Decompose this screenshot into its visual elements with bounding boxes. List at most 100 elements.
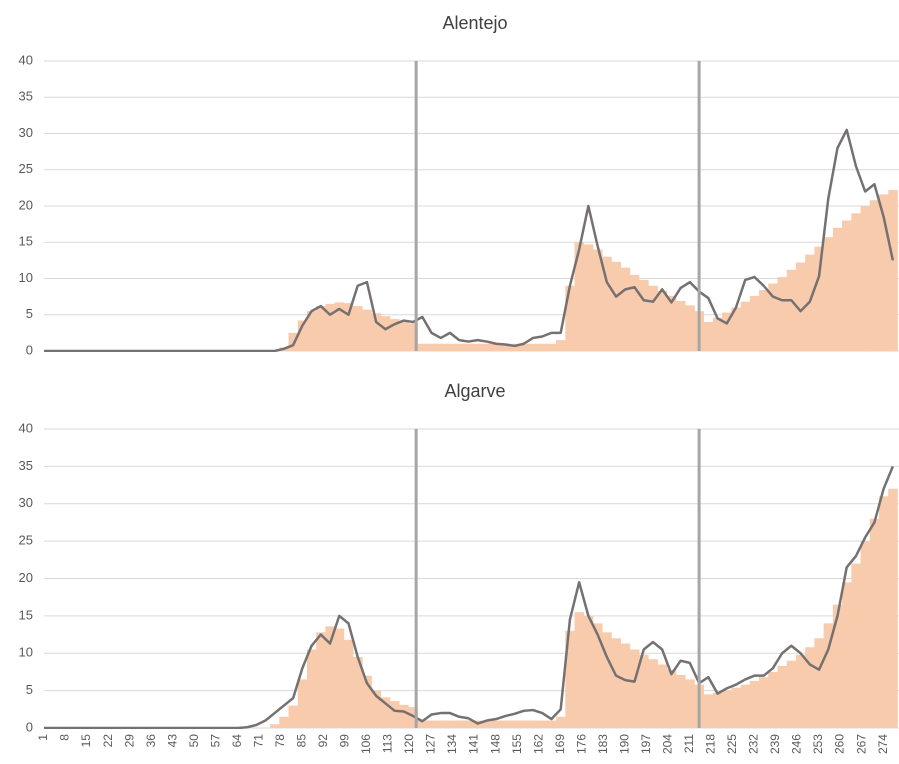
y-tick-label: 40: [19, 420, 33, 435]
bar: [334, 628, 345, 728]
bar: [389, 319, 400, 351]
bar: [786, 269, 797, 351]
y-tick-label: 20: [19, 570, 33, 585]
bar: [288, 705, 299, 728]
bar: [316, 306, 326, 351]
bar: [805, 647, 815, 728]
x-tick-label: 141: [467, 734, 481, 754]
bar: [740, 684, 751, 728]
bar: [611, 261, 621, 351]
x-tick-label: 253: [811, 734, 825, 754]
bar: [426, 343, 437, 351]
bar: [473, 343, 483, 351]
bar: [777, 665, 788, 728]
bar: [380, 697, 391, 728]
x-tick-label: 274: [876, 734, 890, 754]
y-tick-label: 25: [19, 533, 33, 548]
bar: [279, 716, 289, 728]
bar: [869, 518, 880, 728]
bar: [436, 343, 446, 351]
bar: [306, 311, 317, 351]
bar: [371, 313, 382, 351]
bar: [666, 669, 677, 728]
bar: [712, 317, 723, 351]
bar: [777, 277, 788, 351]
bar: [888, 488, 898, 728]
bar: [399, 321, 409, 351]
bar: [602, 256, 612, 351]
bar: [759, 677, 769, 728]
x-tick-label: 246: [790, 734, 804, 754]
bar: [417, 343, 428, 351]
bar: [509, 343, 520, 351]
plot-area: [44, 128, 898, 352]
bar: [426, 720, 437, 728]
x-tick-label: 71: [251, 734, 265, 748]
bar: [565, 285, 575, 351]
line: [44, 128, 895, 352]
bar: [722, 690, 732, 728]
bar: [297, 320, 308, 351]
y-tick-label: 30: [19, 125, 33, 140]
bar: [482, 343, 492, 351]
x-tick-label: 155: [510, 734, 524, 754]
x-tick-label: 15: [79, 734, 93, 748]
y-tick-label: 15: [19, 234, 33, 249]
bar: [556, 340, 566, 351]
bar: [574, 612, 585, 728]
bar: [445, 720, 455, 728]
bar: [436, 720, 446, 728]
bar: [639, 279, 649, 351]
bar: [491, 720, 502, 728]
bar: [399, 704, 409, 728]
x-tick-label: 36: [144, 734, 158, 748]
bar: [629, 274, 640, 351]
bar: [362, 309, 372, 351]
x-tick-label: 176: [574, 734, 588, 754]
bar: [823, 623, 834, 728]
bar: [795, 262, 806, 351]
bar: [316, 632, 326, 728]
bar: [814, 246, 824, 351]
y-tick-label: 35: [19, 89, 33, 104]
bar: [666, 295, 677, 351]
y-tick-label: 5: [26, 682, 33, 697]
x-tick-label: 162: [531, 734, 545, 754]
y-tick-label: 30: [19, 495, 33, 510]
x-tick-label: 120: [402, 734, 416, 754]
panel: Alentejo 0 5 10 15 20 25 30 35 40: [19, 13, 899, 357]
x-tick-label: 225: [725, 734, 739, 754]
x-tick-label: 57: [208, 734, 222, 748]
bar: [703, 694, 714, 728]
y-tick-label: 20: [19, 197, 33, 212]
x-tick-label: 197: [639, 734, 653, 754]
x-tick-label: 92: [316, 734, 330, 748]
bar: [343, 303, 354, 351]
x-tick-label: 204: [661, 734, 675, 754]
bar: [712, 692, 723, 728]
x-tick-label: 8: [58, 734, 72, 741]
bar: [445, 343, 455, 351]
bar: [389, 701, 400, 728]
bar: [500, 720, 511, 728]
bar: [343, 639, 354, 728]
bar: [325, 626, 335, 728]
x-tick-label: 50: [187, 734, 201, 748]
bar: [869, 200, 880, 351]
x-tick-label: 134: [445, 734, 459, 754]
bar: [685, 305, 695, 351]
bar: [740, 301, 751, 351]
bar: [860, 541, 871, 728]
y-tick-label: 10: [19, 270, 33, 285]
bar: [823, 237, 834, 351]
bar: [592, 623, 603, 728]
bar: [768, 671, 778, 728]
bar: [657, 290, 668, 351]
x-tick-label: 232: [747, 734, 761, 754]
bar: [353, 656, 363, 728]
bar: [888, 190, 898, 351]
bar: [592, 249, 603, 351]
bar: [657, 664, 668, 728]
